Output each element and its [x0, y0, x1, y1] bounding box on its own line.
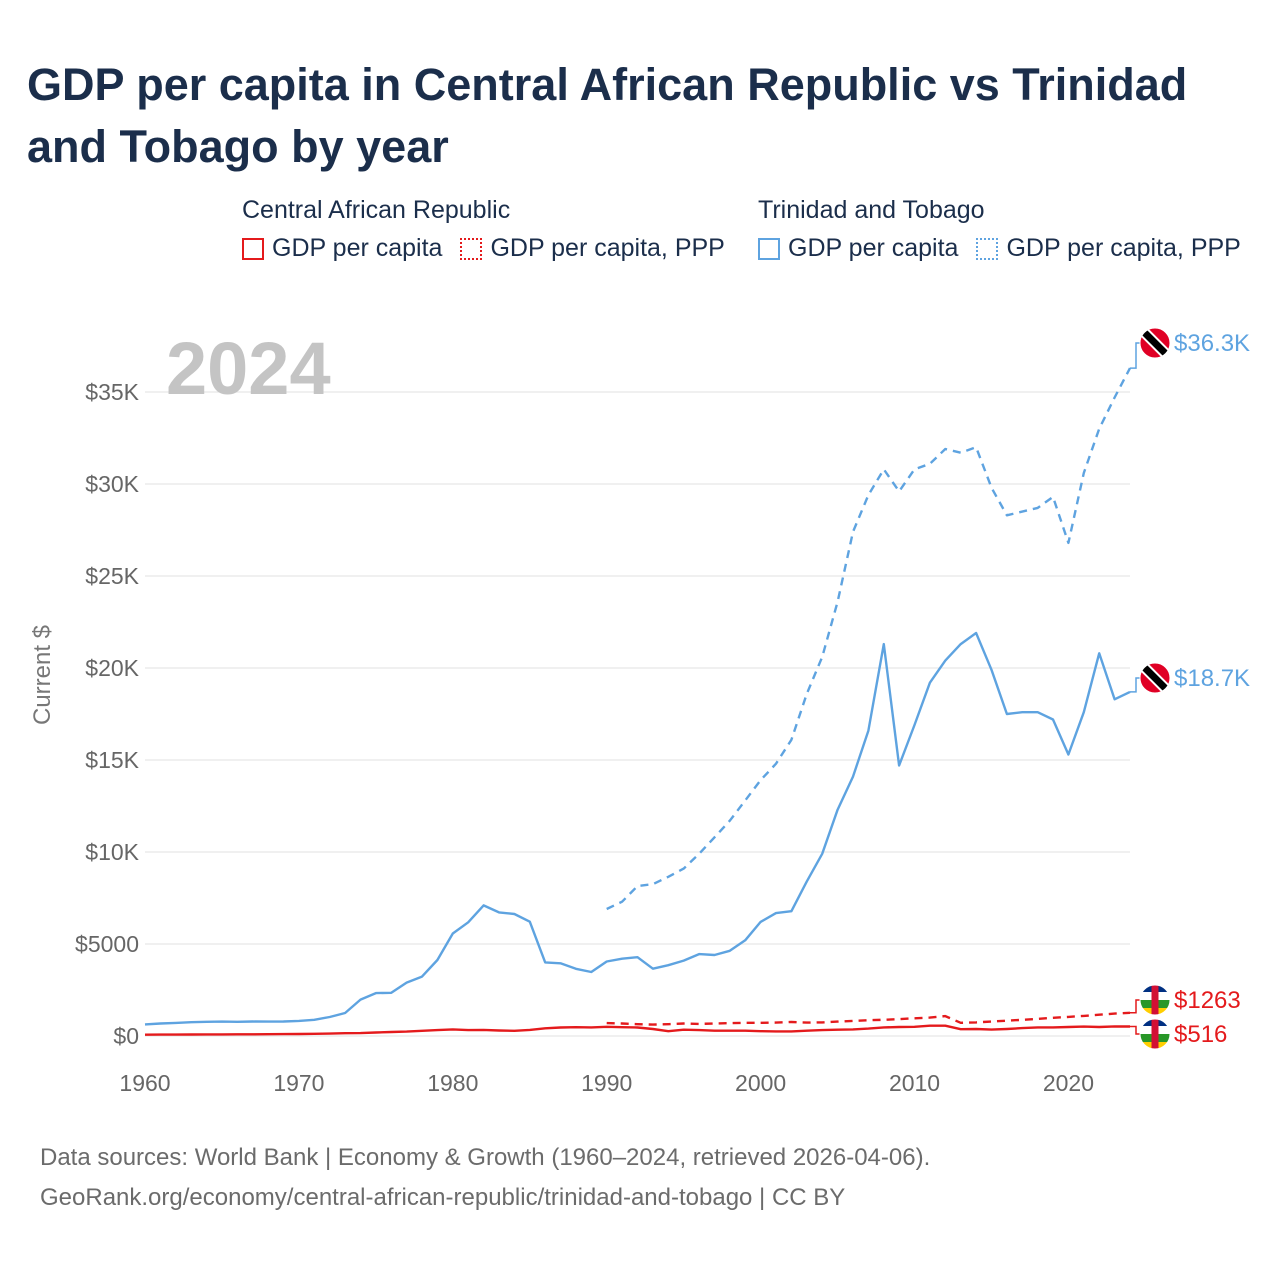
x-tick-label: 1990: [581, 1070, 632, 1096]
legend-group-name: Trinidad and Tobago: [758, 196, 985, 224]
legend-item-label: GDP per capita, PPP: [1006, 234, 1241, 262]
x-tick-label: 2020: [1043, 1070, 1094, 1096]
legend-swatch-dotted: [460, 237, 483, 260]
legend-item-car-ppp[interactable]: GDP per capita, PPP: [460, 234, 725, 263]
footer-link[interactable]: GeoRank.org/economy/central-african-repu…: [40, 1184, 846, 1211]
y-tick-label: $15K: [85, 747, 139, 773]
series-line-car-ppp: [606, 1011, 1131, 1026]
x-tick-label: 1960: [119, 1070, 170, 1096]
trinidad-flag-icon: [1139, 327, 1171, 359]
legend-item-tt-gdp[interactable]: GDP per capita: [758, 234, 958, 263]
year-indicator: 2024: [166, 327, 331, 410]
car-flag-icon: [1139, 1018, 1171, 1050]
y-tick-label: $25K: [85, 563, 139, 589]
chart-title: GDP per capita in Central African Republ…: [27, 59, 1188, 172]
car-flag-icon: [1139, 984, 1171, 1016]
legend-item-car-gdp[interactable]: GDP per capita: [242, 234, 442, 263]
series-line-tt-ppp: [606, 367, 1132, 911]
legend-swatch-dotted: [976, 237, 999, 260]
end-connector: [1130, 677, 1140, 693]
legend-group-tt: Trinidad and Tobago GDP per capita GDP p…: [758, 194, 1259, 263]
legend-swatch-solid: [758, 237, 780, 260]
y-tick-label: $20K: [85, 655, 139, 681]
series-line-tt-gdp: [144, 631, 1131, 1026]
end-label-car-gdp: $516: [1174, 1021, 1227, 1048]
legend-swatch-solid: [242, 237, 264, 260]
end-label-tt-gdp: $18.7K: [1174, 665, 1250, 692]
legend-group-name: Central African Republic: [242, 196, 511, 224]
legend-item-label: GDP per capita, PPP: [490, 234, 725, 262]
end-connector: [1130, 342, 1140, 369]
legend-item-tt-ppp[interactable]: GDP per capita, PPP: [976, 234, 1241, 263]
end-label-tt-ppp: $36.3K: [1174, 330, 1250, 357]
x-tick-label: 1980: [427, 1070, 478, 1096]
x-tick-label: 2000: [735, 1070, 786, 1096]
y-tick-label: $0: [113, 1023, 139, 1049]
x-tick-label: 1970: [273, 1070, 324, 1096]
footer-sources: Data sources: World Bank | Economy & Gro…: [40, 1144, 931, 1171]
legend-item-label: GDP per capita: [788, 234, 959, 262]
series-line-car-gdp: [144, 1024, 1131, 1036]
y-tick-label: $5000: [75, 931, 139, 957]
end-connector: [1130, 999, 1140, 1014]
legend-group-car: Central African Republic GDP per capita …: [242, 194, 743, 263]
trinidad-flag-icon: [1139, 662, 1171, 694]
x-tick-label: 2010: [889, 1070, 940, 1096]
footer: Data sources: World Bank | Economy & Gro…: [40, 1138, 930, 1218]
legend-item-label: GDP per capita: [272, 234, 443, 262]
y-axis-label: Current $: [29, 625, 56, 725]
y-tick-label: $30K: [85, 471, 139, 497]
y-tick-label: $35K: [85, 379, 139, 405]
end-connector: [1130, 1025, 1140, 1035]
y-tick-label: $10K: [85, 839, 139, 865]
end-label-car-ppp: $1263: [1174, 987, 1241, 1014]
